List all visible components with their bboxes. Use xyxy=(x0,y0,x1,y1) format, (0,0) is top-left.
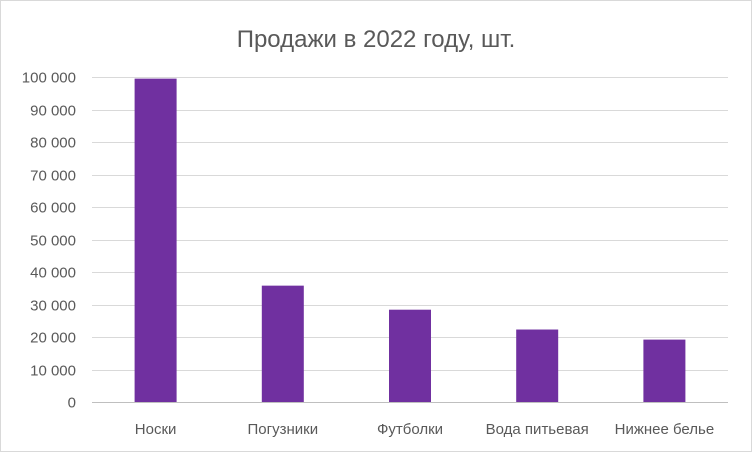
bar xyxy=(389,309,431,402)
x-category-label: Погузники xyxy=(248,421,319,438)
y-tick-label: 30 000 xyxy=(30,298,76,315)
x-category-label: Футболки xyxy=(377,421,443,438)
y-tick-label: 10 000 xyxy=(30,363,76,380)
y-tick-label: 70 000 xyxy=(30,168,76,185)
y-tick-label: 50 000 xyxy=(30,233,76,250)
x-axis-labels: Носки Погузники Футболки Вода питьевая Нижне… xyxy=(135,421,714,438)
y-tick-label: 90 000 xyxy=(30,103,76,120)
y-tick-label: 60 000 xyxy=(30,200,76,217)
x-category-label: Носки xyxy=(135,421,177,438)
gridlines xyxy=(92,77,728,403)
bar xyxy=(643,339,686,402)
chart-title: Продажи в 2022 году, шт. xyxy=(237,26,516,53)
y-tick-label: 100 000 xyxy=(22,70,76,87)
bar xyxy=(261,285,304,402)
bars xyxy=(134,78,686,402)
bar xyxy=(516,329,559,402)
x-category-label: Вода питьевая xyxy=(486,421,589,438)
y-tick-label: 0 xyxy=(68,395,76,412)
bar xyxy=(134,78,177,402)
y-tick-label: 20 000 xyxy=(30,330,76,347)
y-axis-ticks: 0 10 000 20 000 30 000 40 000 50 000 60 000 70 … xyxy=(22,70,76,412)
x-category-label: Нижнее белье xyxy=(615,421,715,438)
y-tick-label: 40 000 xyxy=(30,265,76,282)
y-tick-label: 80 000 xyxy=(30,135,76,152)
